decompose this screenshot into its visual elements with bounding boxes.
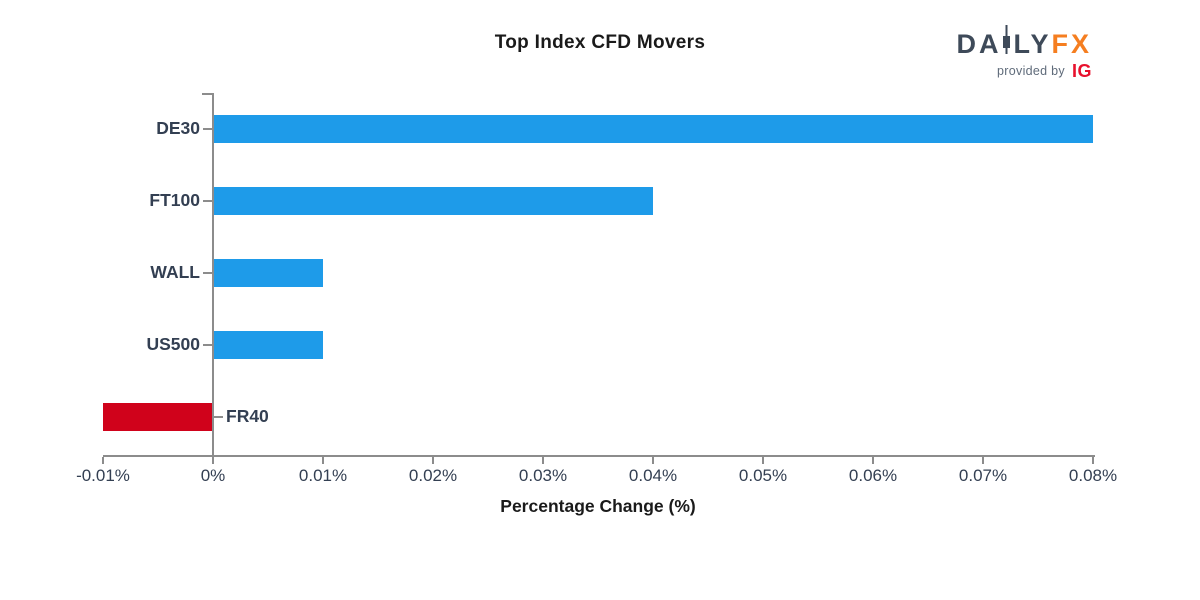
x-axis-tick-label: 0% bbox=[200, 466, 226, 485]
x-axis-tick-label: 0.01% bbox=[298, 466, 348, 485]
logo-subline: provided by IG bbox=[956, 61, 1092, 82]
dailyfx-logo: DA LYFX provided by IG bbox=[956, 25, 1092, 82]
bar-de30 bbox=[214, 115, 1093, 143]
candlestick-icon bbox=[1003, 25, 1011, 54]
x-axis-tick bbox=[652, 457, 654, 464]
category-tick bbox=[203, 200, 212, 202]
x-axis-tick-label: 0.04% bbox=[628, 466, 678, 485]
bar-fr40 bbox=[103, 403, 212, 431]
x-axis-tick-label: 0.02% bbox=[408, 466, 458, 485]
x-axis-tick-label: 0.08% bbox=[1068, 466, 1118, 485]
logo-text-fx: FX bbox=[1051, 29, 1092, 59]
x-axis-tick bbox=[762, 457, 764, 464]
logo-text-daily: DA LY bbox=[956, 25, 1052, 59]
category-tick bbox=[203, 272, 212, 274]
bar-wall bbox=[214, 259, 323, 287]
bar-us500 bbox=[214, 331, 323, 359]
bar-ft100 bbox=[214, 187, 653, 215]
x-axis-tick bbox=[212, 457, 214, 464]
x-axis-title: Percentage Change (%) bbox=[500, 496, 696, 516]
x-axis-tick-label: 0.03% bbox=[518, 466, 568, 485]
category-label-ft100: FT100 bbox=[149, 190, 200, 210]
category-tick bbox=[203, 128, 212, 130]
category-label-de30: DE30 bbox=[156, 118, 200, 138]
x-axis-line bbox=[103, 455, 1095, 457]
category-tick bbox=[203, 344, 212, 346]
x-axis-tick bbox=[872, 457, 874, 464]
x-axis-tick-label: 0.06% bbox=[848, 466, 898, 485]
logo-text-da: DA bbox=[956, 29, 1002, 59]
category-label-fr40: FR40 bbox=[226, 406, 269, 426]
x-axis-tick bbox=[322, 457, 324, 464]
category-tick bbox=[214, 416, 223, 418]
category-label-us500: US500 bbox=[146, 334, 200, 354]
y-axis-spine bbox=[212, 93, 214, 457]
category-label-wall: WALL bbox=[150, 262, 200, 282]
dailyfx-wordmark: DA LYFX bbox=[956, 25, 1092, 58]
ig-logo: IG bbox=[1071, 61, 1092, 81]
logo-text-ly: LY bbox=[1013, 29, 1052, 59]
y-axis-top-cap bbox=[202, 93, 212, 95]
x-axis-tick bbox=[432, 457, 434, 464]
x-axis-tick bbox=[1092, 457, 1094, 464]
x-axis-tick-label: -0.01% bbox=[76, 466, 130, 485]
x-axis-tick bbox=[102, 457, 104, 464]
logo-provided-by-text: provided by bbox=[997, 64, 1065, 78]
x-axis-tick bbox=[542, 457, 544, 464]
x-axis-tick-label: 0.05% bbox=[738, 466, 788, 485]
chart-title: Top Index CFD Movers bbox=[494, 32, 706, 53]
x-axis-tick-label: 0.07% bbox=[958, 466, 1008, 485]
x-axis-tick bbox=[982, 457, 984, 464]
